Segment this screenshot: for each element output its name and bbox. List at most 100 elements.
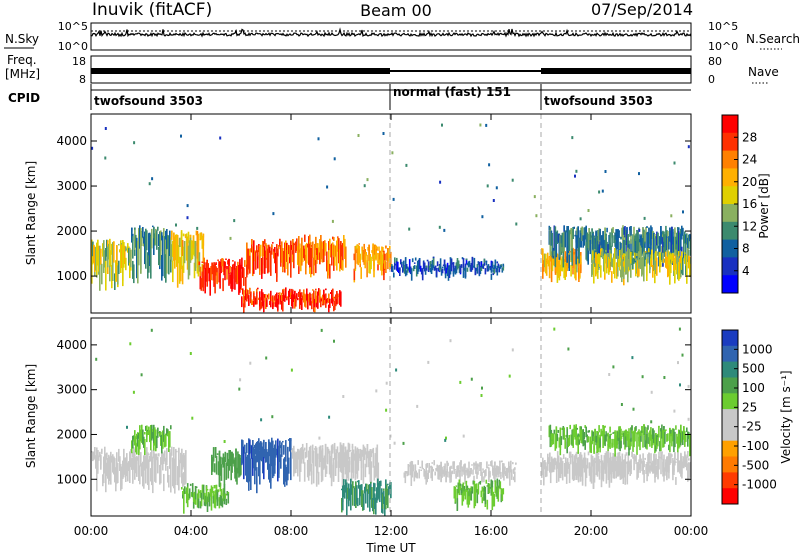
velocity-echo-cell <box>342 485 344 503</box>
power-echo-cell <box>680 228 682 251</box>
power-echo-cell <box>303 245 305 259</box>
velocity-echo-cell <box>106 462 108 476</box>
power-echo-cell <box>164 236 166 279</box>
velocity-echo-cell <box>137 435 139 447</box>
velocity-echo-cell <box>473 462 475 465</box>
velocity-echo-cell <box>203 492 206 503</box>
power-echo-cell <box>231 266 233 289</box>
power-echo-cell <box>636 230 638 232</box>
velocity-echo-cell <box>553 429 556 434</box>
power-echo-cell <box>500 264 503 266</box>
power-echo-cell <box>316 301 318 308</box>
velocity-echo-cell <box>136 456 138 474</box>
velocity-echo-cell <box>121 466 123 486</box>
power-echo-cell <box>233 219 236 223</box>
power-echo-cell <box>189 237 192 263</box>
power-echo-cell <box>339 249 341 272</box>
power-echo-cell <box>411 258 414 263</box>
velocity-echo-cell <box>404 474 407 484</box>
velocity-echo-cell <box>688 462 690 481</box>
power-echo-cell <box>315 260 317 274</box>
velocity-echo-cell <box>586 458 589 469</box>
power-echo-cell <box>333 157 336 161</box>
velocity-echo-cell <box>427 470 429 473</box>
power-echo-cell <box>286 250 288 262</box>
power-echo-cell <box>668 259 670 277</box>
power-echo-cell <box>317 243 319 249</box>
velocity-echo-cell <box>618 460 620 463</box>
power-echo-cell <box>235 268 237 270</box>
power-echo-cell <box>597 254 599 272</box>
power-echo-cell <box>227 260 229 265</box>
power-echo-cell <box>340 241 342 266</box>
power-echo-cell <box>481 265 484 269</box>
power-echo-cell <box>441 266 444 269</box>
power-echo-cell <box>328 241 330 276</box>
power-echo-cell <box>282 289 284 294</box>
velocity-echo-cell <box>147 429 149 435</box>
power-echo-cell <box>149 235 151 244</box>
velocity-echo-cell <box>610 433 612 436</box>
power-echo-cell <box>216 272 218 285</box>
beam-title: Beam 00 <box>360 1 432 20</box>
velocity-echo-cell <box>185 487 188 492</box>
velocity-echo-cell <box>375 497 377 515</box>
velocity-echo-cell <box>378 482 380 499</box>
power-echo-cell <box>382 247 384 252</box>
power-echo-cell <box>652 265 654 278</box>
velocity-echo-cell <box>347 460 350 481</box>
power-echo-cell <box>150 234 152 248</box>
velocity-echo-cell <box>361 484 363 491</box>
velocity-echo-cell <box>339 442 342 464</box>
velocity-echo-cell <box>204 495 207 507</box>
velocity-echo-cell <box>666 456 668 469</box>
power-echo-cell <box>293 294 295 302</box>
power-echo-cell <box>299 243 301 250</box>
power-echo-cell <box>364 249 366 262</box>
velocity-echo-cell <box>283 445 285 453</box>
power-echo-cell <box>280 245 282 267</box>
power-echo-cell <box>673 266 675 276</box>
velocity-echo-cell <box>224 451 227 462</box>
power-echo-cell <box>551 233 554 258</box>
power-echo-cell <box>144 231 146 265</box>
power-echo-cell <box>581 228 583 242</box>
velocity-echo-cell <box>673 461 675 471</box>
velocity-echo-cell <box>587 436 589 443</box>
power-echo-cell <box>252 300 254 305</box>
velocity-echo-cell <box>689 462 691 465</box>
velocity-echo-cell <box>384 496 386 516</box>
velocity-echo-cell <box>687 431 689 441</box>
power-echo-cell <box>342 243 344 246</box>
power-echo-cell <box>438 265 441 271</box>
velocity-echo-cell <box>199 490 202 492</box>
power-echo-cell <box>131 227 133 231</box>
velocity-echo-cell <box>592 472 595 489</box>
power-echo-cell <box>332 288 334 306</box>
power-echo-cell <box>471 261 474 270</box>
velocity-echo-cell <box>370 481 372 500</box>
velocity-echo-cell <box>366 444 369 459</box>
power-echo-cell <box>317 243 319 260</box>
velocity-echo-cell <box>502 488 505 495</box>
velocity-echo-cell <box>195 486 198 488</box>
power-echo-cell <box>556 271 559 283</box>
velocity-echo-cell <box>620 461 622 476</box>
power-echo-cell <box>677 227 680 231</box>
velocity-echo-cell <box>657 437 659 447</box>
velocity-echo-cell <box>638 429 640 442</box>
velocity-echo-cell <box>110 451 112 485</box>
velocity-echo-cell <box>161 451 163 465</box>
velocity-echo-cell <box>618 426 620 450</box>
velocity-echo-cell <box>475 466 477 474</box>
velocity-echo-cell <box>666 458 668 481</box>
power-echo-cell <box>178 237 181 247</box>
velocity-echo-cell <box>221 457 224 465</box>
velocity-echo-cell <box>589 466 592 482</box>
velocity-echo-cell <box>613 454 616 479</box>
power-echo-cell <box>377 253 379 255</box>
power-echo-cell <box>354 246 357 269</box>
velocity-echo-cell <box>289 438 291 440</box>
power-echo-cell <box>618 230 620 238</box>
power-echo-cell <box>571 136 574 140</box>
